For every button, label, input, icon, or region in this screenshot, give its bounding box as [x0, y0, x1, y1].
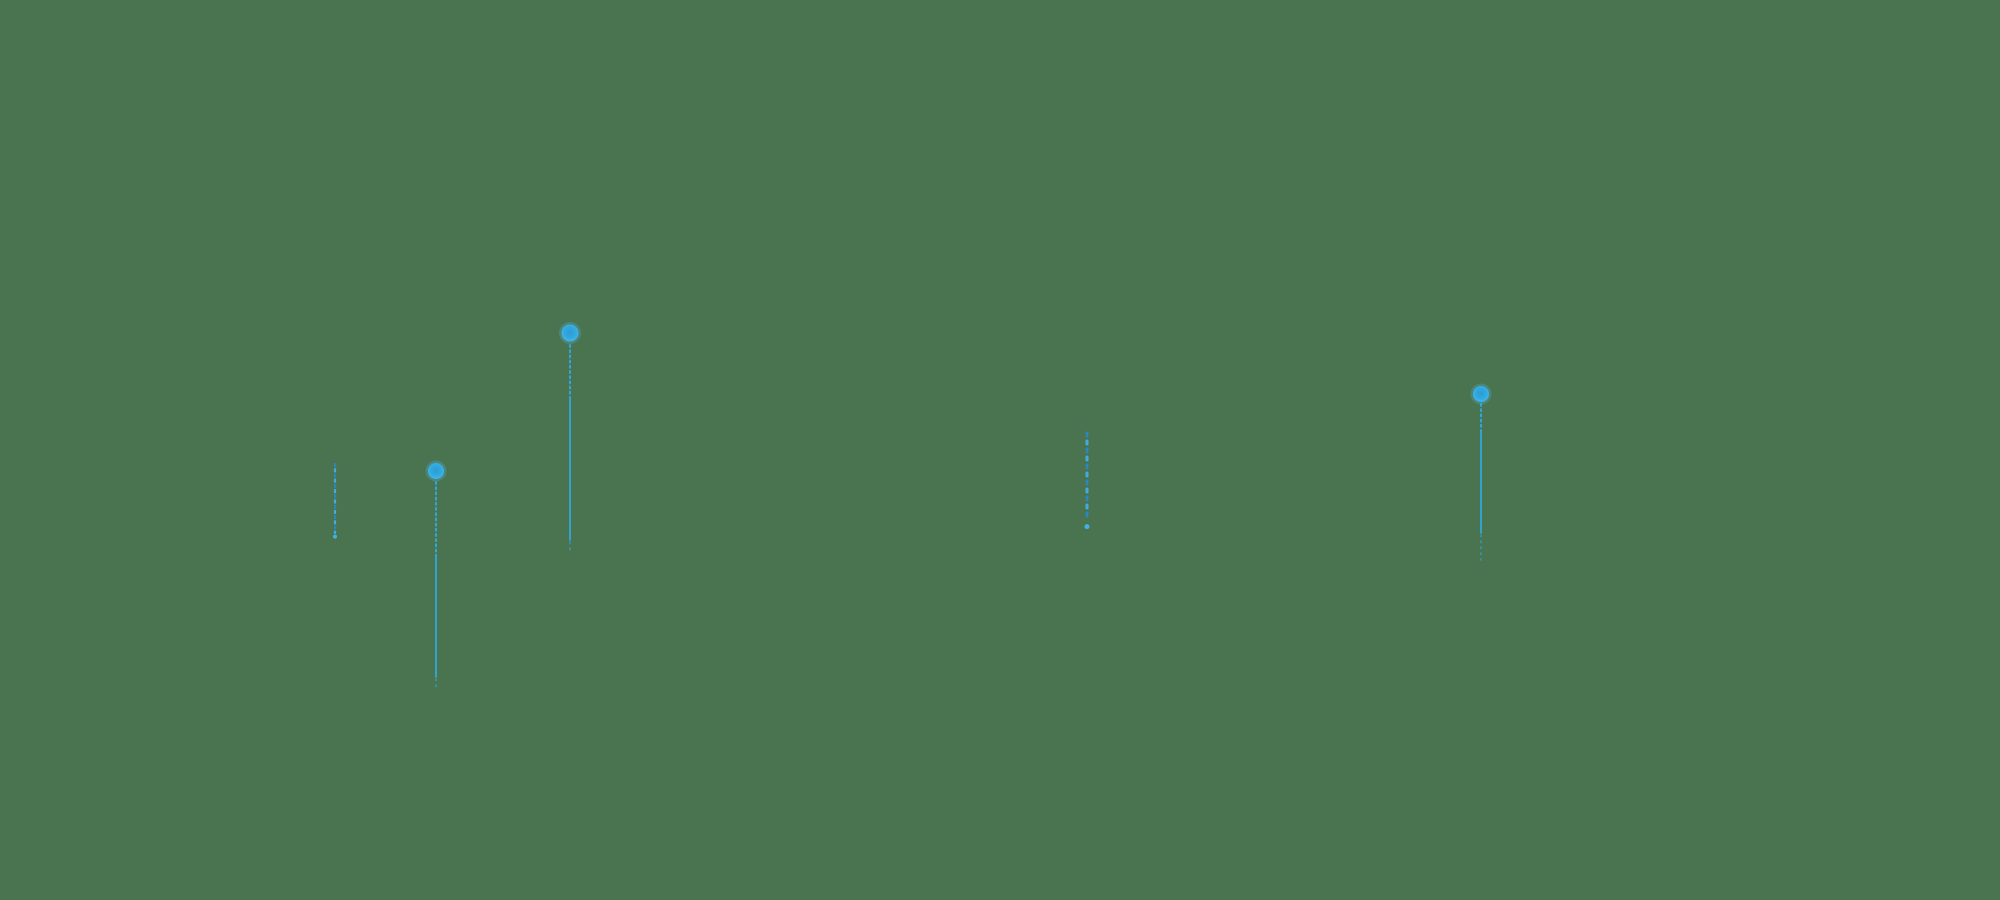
- click-dot: [1473, 386, 1489, 402]
- click-marker: [425, 460, 447, 691]
- dotted-trail-end-dot: [333, 534, 337, 539]
- click-marker: [559, 322, 581, 551]
- click-marker: [1470, 383, 1492, 561]
- dotted-trail-marker: [333, 462, 337, 539]
- click-dot: [428, 463, 444, 479]
- dotted-trail-marker: [1084, 431, 1090, 530]
- marker-layer: [333, 322, 1492, 691]
- dotted-trail-end-dot: [1084, 524, 1090, 530]
- click-dot: [561, 324, 579, 342]
